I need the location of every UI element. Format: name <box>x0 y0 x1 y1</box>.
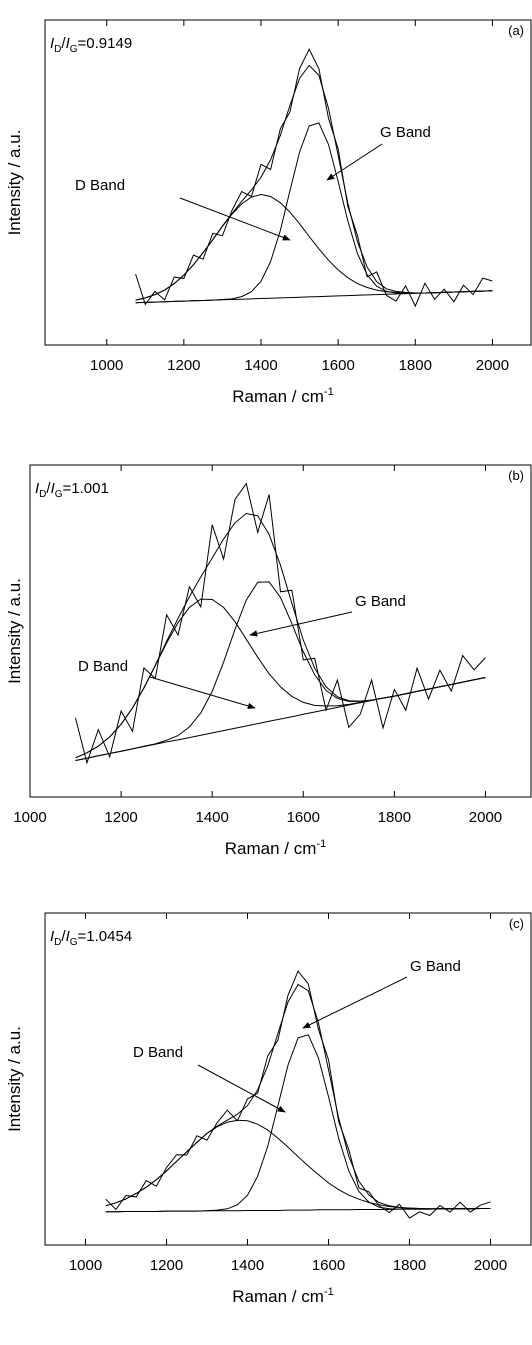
ratio-label-part: I <box>50 928 54 945</box>
band-annotation: D Band <box>78 658 128 675</box>
x-axis-label: Raman / cm-1 <box>232 386 333 406</box>
band-annotation: G Band <box>380 124 431 141</box>
ratio-label-part: =0.9149 <box>78 35 133 52</box>
annotation-arrow <box>302 976 408 1029</box>
band-annotation: G Band <box>410 958 461 975</box>
ratio-label: ID/IG=1.0454 <box>50 928 132 948</box>
ratio-label-part: G <box>55 489 63 500</box>
ratio-label-part: =1.001 <box>63 480 109 497</box>
ratio-label: ID/IG=1.001 <box>35 480 109 500</box>
x-tick-label: 1800 <box>393 1257 426 1274</box>
x-tick-label: 1600 <box>321 357 354 374</box>
ratio-label-part: I <box>51 480 55 497</box>
series-line <box>105 970 491 1219</box>
x-axis-label-text: Raman / cm <box>225 839 317 858</box>
x-tick-label: 2000 <box>469 809 502 826</box>
ratio-label-part: I <box>35 480 39 497</box>
plot-frame <box>44 912 532 1246</box>
series-line <box>135 193 493 301</box>
series-line <box>75 512 486 759</box>
x-tick-label: 1400 <box>195 809 228 826</box>
series-line <box>135 290 493 304</box>
x-axis-label-superscript: -1 <box>316 838 326 850</box>
x-tick-label: 1200 <box>167 357 200 374</box>
series-line <box>105 1034 491 1213</box>
x-tick-label: 1200 <box>150 1257 183 1274</box>
annotation-arrow <box>249 611 353 637</box>
plot-frame <box>44 19 532 346</box>
series-line <box>135 122 493 304</box>
ratio-label-part: D <box>54 44 61 55</box>
y-axis-label: Intensity / a.u. <box>5 1026 24 1132</box>
x-tick-label: 1800 <box>399 357 432 374</box>
ratio-label-part: G <box>70 44 78 55</box>
x-tick-label: 2000 <box>476 357 509 374</box>
y-axis-label: Intensity / a.u. <box>5 578 24 684</box>
series-line <box>75 581 486 761</box>
panel-label: (a) <box>508 23 524 38</box>
series-line <box>135 48 493 308</box>
x-axis-label-text: Raman / cm <box>232 1287 324 1306</box>
x-axis-label-text: Raman / cm <box>232 387 324 406</box>
x-tick-label: 1400 <box>231 1257 264 1274</box>
x-tick-label: 1600 <box>287 809 320 826</box>
band-annotation: D Band <box>133 1044 183 1061</box>
ratio-label-part: / <box>61 35 66 52</box>
x-tick-label: 2000 <box>474 1257 507 1274</box>
ratio-label-part: / <box>61 928 66 945</box>
x-tick-label: 1600 <box>312 1257 345 1274</box>
annotation-arrow <box>197 1064 286 1113</box>
ratio-label-part: =1.0454 <box>78 928 133 945</box>
ratio-label-part: / <box>46 480 51 497</box>
panel-label: (b) <box>508 468 524 483</box>
series-line <box>105 1119 491 1210</box>
series-line <box>75 482 486 765</box>
annotation-arrow <box>326 143 383 181</box>
ratio-label-part: D <box>39 489 46 500</box>
x-tick-label: 1000 <box>69 1257 102 1274</box>
series-line <box>75 677 486 761</box>
ratio-label-part: D <box>54 937 61 948</box>
x-axis-label-superscript: -1 <box>324 1286 334 1298</box>
ratio-label-part: I <box>50 35 54 52</box>
x-tick-label: 1200 <box>104 809 137 826</box>
x-axis-label: Raman / cm-1 <box>232 1286 333 1306</box>
x-tick-label: 1000 <box>13 809 46 826</box>
x-tick-label: 1800 <box>378 809 411 826</box>
x-axis-label-superscript: -1 <box>324 386 334 398</box>
ratio-label: ID/IG=0.9149 <box>50 35 132 55</box>
ratio-label-part: I <box>66 35 70 52</box>
x-tick-label: 1400 <box>244 357 277 374</box>
band-annotation: G Band <box>355 593 406 610</box>
series-line <box>105 983 491 1210</box>
plot-frame <box>29 464 532 798</box>
x-axis-label: Raman / cm-1 <box>225 838 326 858</box>
ratio-label-part: G <box>70 937 78 948</box>
ratio-label-part: I <box>66 928 70 945</box>
band-annotation: D Band <box>75 177 125 194</box>
series-line <box>105 1208 491 1213</box>
series-line <box>75 598 486 759</box>
y-axis-label: Intensity / a.u. <box>5 130 24 236</box>
annotation-arrow <box>179 197 291 241</box>
panel-label: (c) <box>509 916 524 931</box>
annotation-arrow <box>149 676 256 710</box>
x-tick-label: 1000 <box>90 357 123 374</box>
